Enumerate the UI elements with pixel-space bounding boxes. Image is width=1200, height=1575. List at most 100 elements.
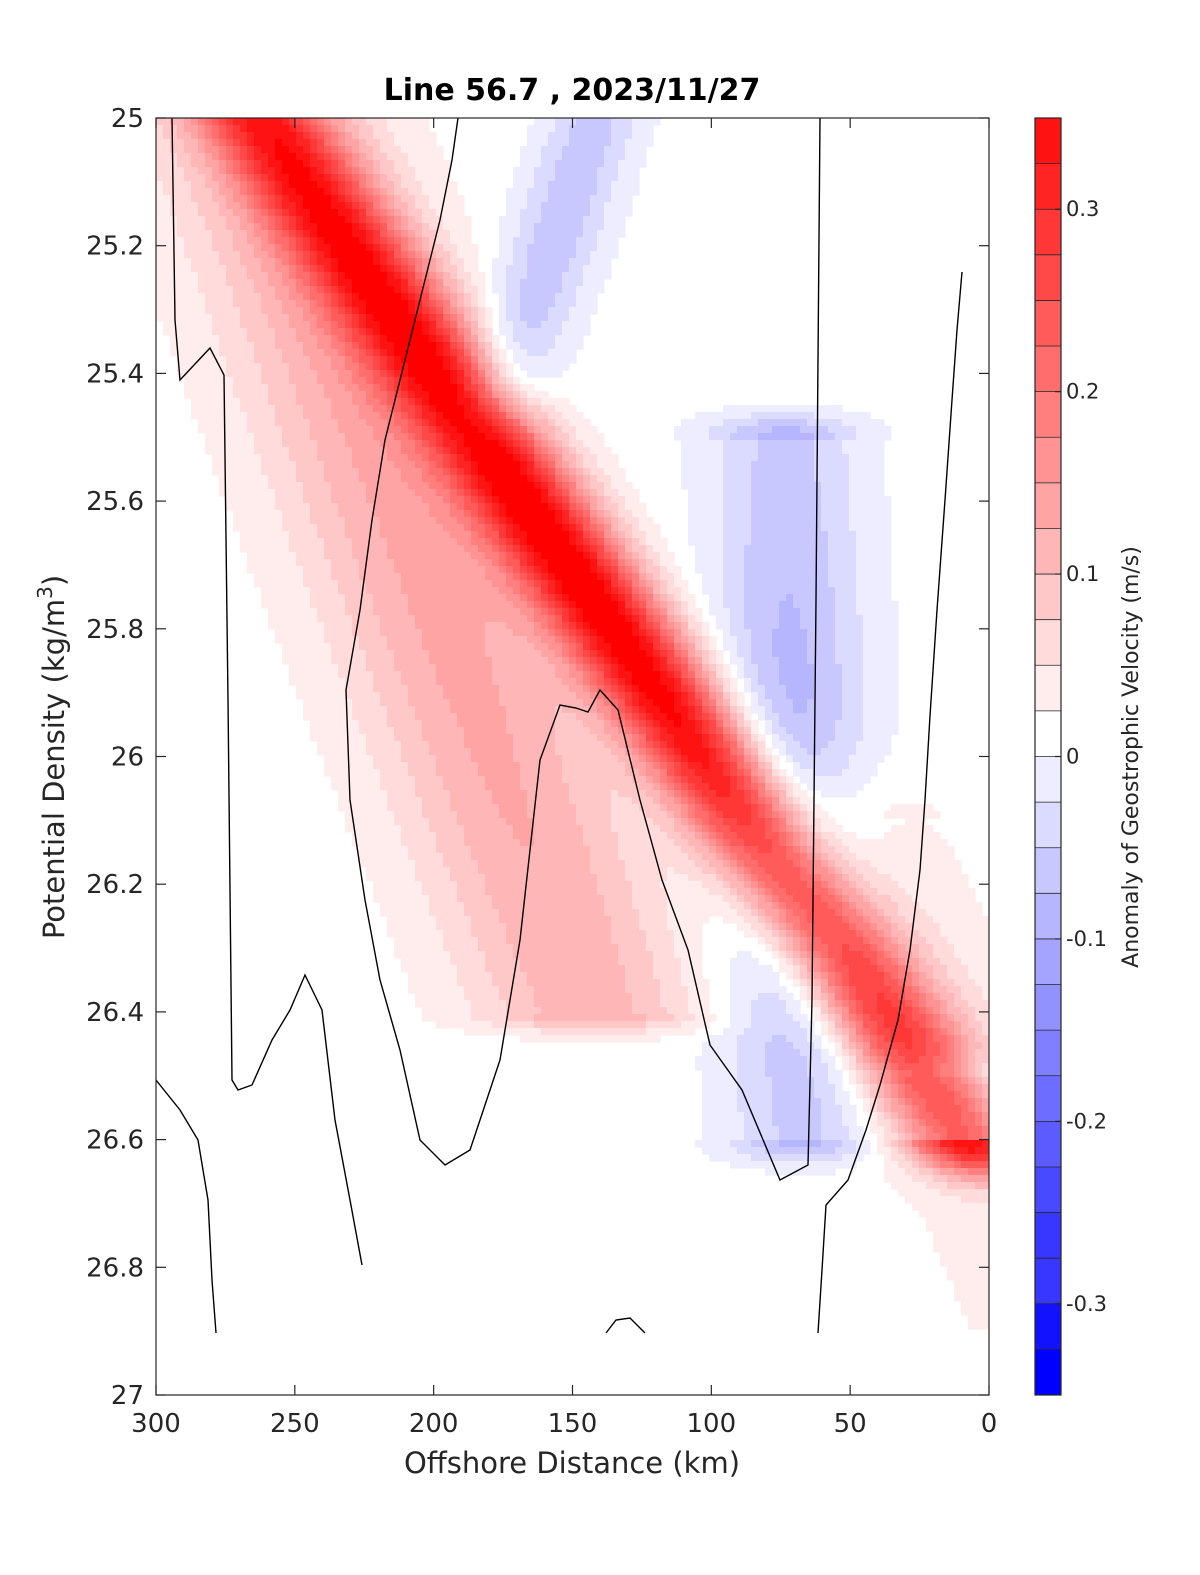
field-cell	[429, 258, 437, 266]
field-cell	[464, 524, 472, 532]
field-cell	[625, 545, 633, 553]
field-cell	[457, 356, 465, 364]
field-cell	[373, 167, 381, 175]
field-cell	[212, 244, 234, 252]
field-cell	[653, 720, 661, 728]
field-cell	[961, 1112, 976, 1120]
field-cell	[646, 692, 675, 700]
field-cell	[653, 629, 661, 637]
field-cell	[289, 223, 297, 231]
field-cell	[744, 930, 759, 938]
field-cell	[688, 783, 696, 791]
field-cell	[653, 762, 661, 770]
field-cell	[723, 874, 738, 882]
field-cell	[338, 195, 346, 203]
field-cell	[485, 888, 598, 896]
field-cell	[751, 482, 822, 490]
field-cell	[583, 475, 591, 483]
field-cell	[513, 405, 521, 413]
field-cell	[156, 188, 164, 196]
field-cell	[604, 902, 633, 910]
field-cell	[520, 153, 542, 161]
field-cell	[919, 1021, 927, 1029]
field-cell	[527, 580, 535, 588]
field-cell	[807, 853, 815, 861]
field-cell	[387, 377, 395, 385]
field-cell	[779, 916, 787, 924]
field-cell	[863, 685, 899, 693]
field-cell	[534, 412, 549, 420]
field-cell	[786, 916, 801, 924]
field-cell	[625, 531, 633, 539]
colorbar-segment	[1035, 938, 1061, 986]
field-cell	[674, 769, 682, 777]
field-cell	[590, 867, 626, 875]
field-cell	[611, 692, 619, 700]
field-cell	[443, 279, 458, 287]
field-cell	[884, 1098, 892, 1106]
field-cell	[576, 454, 584, 462]
field-cell	[527, 797, 570, 805]
field-cell	[562, 510, 570, 518]
field-cell	[366, 482, 409, 490]
field-cell	[877, 958, 892, 966]
field-cell	[338, 139, 346, 147]
field-cell	[359, 643, 388, 651]
field-cell	[660, 769, 668, 777]
field-cell	[597, 629, 633, 637]
field-cell	[849, 1070, 857, 1078]
field-cell	[324, 188, 332, 196]
field-cell	[961, 993, 983, 1001]
field-cell	[751, 881, 759, 889]
field-cell	[716, 706, 724, 714]
field-cell	[835, 1147, 857, 1155]
field-cell	[310, 286, 318, 294]
field-cell	[646, 790, 661, 798]
field-cell	[772, 1084, 815, 1092]
field-cell	[723, 664, 731, 672]
field-cell	[807, 909, 836, 917]
field-cell	[282, 279, 297, 287]
field-cell	[681, 475, 724, 483]
field-cell	[352, 328, 360, 336]
field-cell	[233, 146, 241, 154]
field-cell	[772, 762, 780, 770]
field-cell	[751, 503, 822, 511]
field-cell	[751, 902, 759, 910]
field-cell	[261, 370, 290, 378]
field-cell	[520, 580, 528, 588]
field-cell	[849, 1077, 857, 1085]
field-cell	[289, 545, 325, 553]
field-cell	[478, 314, 486, 322]
field-cell	[436, 419, 451, 427]
field-cell	[891, 916, 906, 924]
field-cell	[513, 244, 528, 252]
field-cell	[156, 125, 164, 133]
field-cell	[548, 440, 556, 448]
field-cell	[254, 160, 262, 168]
field-cell	[429, 741, 465, 749]
field-cell	[835, 615, 864, 623]
field-cell	[758, 671, 780, 679]
field-cell	[926, 1098, 955, 1106]
field-cell	[310, 503, 339, 511]
field-cell	[842, 692, 864, 700]
field-cell	[317, 531, 346, 539]
field-cell	[541, 552, 584, 560]
field-cell	[681, 657, 689, 665]
field-cell	[282, 650, 332, 658]
field-cell	[639, 685, 668, 693]
field-cell	[541, 566, 549, 574]
field-cell	[471, 748, 514, 756]
field-cell	[576, 293, 598, 301]
field-cell	[702, 580, 724, 588]
field-cell	[408, 433, 416, 441]
field-cell	[541, 650, 556, 658]
field-cell	[513, 601, 528, 609]
field-cell	[191, 412, 248, 420]
field-cell	[464, 321, 472, 329]
field-cell	[919, 1168, 934, 1176]
field-cell	[779, 923, 787, 931]
field-cell	[513, 167, 535, 175]
field-cell	[737, 923, 752, 931]
